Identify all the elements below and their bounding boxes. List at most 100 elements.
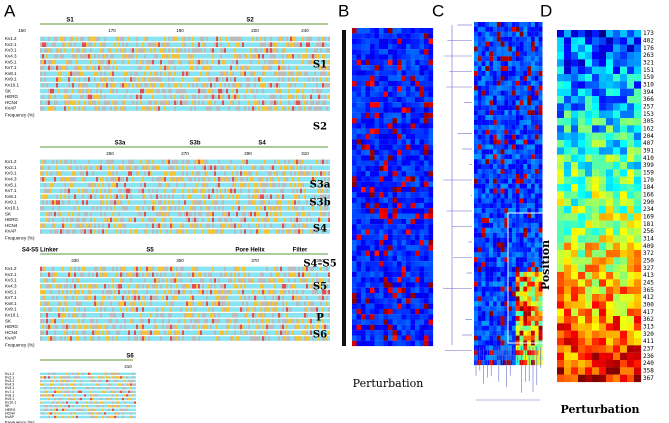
residue [264, 284, 266, 289]
residue [102, 165, 104, 170]
residue [56, 182, 58, 188]
residue [92, 295, 94, 301]
residue [56, 65, 58, 71]
residue [138, 83, 140, 88]
residue [240, 284, 242, 289]
residue [150, 307, 152, 312]
residue [154, 217, 156, 223]
residue [302, 223, 304, 228]
residue [322, 284, 324, 289]
residue [74, 211, 76, 217]
residue [284, 200, 286, 205]
residue [82, 42, 84, 47]
residue [316, 223, 318, 228]
residue [270, 206, 272, 211]
residue [210, 171, 212, 176]
residue [218, 36, 220, 42]
residue [184, 83, 186, 88]
residue [114, 100, 116, 105]
residue [292, 83, 294, 88]
residue [298, 301, 300, 306]
residue [222, 307, 224, 312]
residue [322, 301, 324, 306]
residue [170, 217, 172, 223]
residue [100, 106, 102, 111]
residue [232, 206, 234, 211]
residue [80, 48, 82, 53]
residue [196, 284, 198, 289]
residue [292, 272, 294, 277]
residue [116, 77, 118, 82]
residue [186, 165, 188, 170]
residue [154, 177, 156, 182]
residue [262, 54, 264, 59]
residue [240, 177, 242, 182]
residue [110, 54, 112, 59]
residue [328, 42, 330, 47]
residue [84, 106, 86, 111]
residue [218, 188, 220, 194]
residue [102, 177, 104, 182]
residue [92, 165, 94, 170]
residue [216, 266, 218, 272]
residue [310, 83, 312, 88]
residue [282, 266, 284, 272]
residue [46, 88, 48, 94]
residue [276, 83, 278, 88]
residue [236, 206, 238, 211]
residue [294, 217, 296, 223]
residue [294, 223, 296, 228]
residue [320, 266, 322, 272]
residue [54, 94, 56, 100]
residue [172, 206, 174, 211]
residue [274, 289, 276, 295]
residue [176, 272, 178, 277]
residue [154, 65, 156, 71]
residue [134, 165, 136, 170]
residue [310, 200, 312, 205]
residue [194, 200, 196, 205]
residue [162, 65, 164, 71]
residue [252, 223, 254, 228]
residue [214, 71, 216, 76]
residue-number: 170 [108, 28, 116, 33]
residue [296, 48, 298, 53]
residue [258, 278, 260, 283]
residue [122, 206, 124, 211]
residue [106, 159, 108, 165]
residue [274, 182, 276, 188]
residue [288, 165, 290, 170]
residue [100, 301, 102, 306]
residue [136, 200, 138, 205]
residue [186, 171, 188, 176]
residue [314, 65, 316, 71]
residue [210, 206, 212, 211]
residue [230, 71, 232, 76]
residue [164, 171, 166, 176]
residue [58, 171, 60, 176]
residue [158, 206, 160, 211]
residue [88, 71, 90, 76]
residue [206, 266, 208, 272]
residue [146, 48, 148, 53]
residue [128, 94, 130, 100]
residue [110, 307, 112, 312]
residue [176, 206, 178, 211]
residue [286, 100, 288, 105]
residue [254, 217, 256, 223]
residue [214, 229, 216, 234]
residue [290, 278, 292, 283]
residue [220, 200, 222, 205]
residue [58, 278, 60, 283]
residue [120, 106, 122, 111]
residue [228, 188, 230, 194]
residue [172, 307, 174, 312]
residue [300, 94, 302, 100]
residue [120, 188, 122, 194]
residue [246, 307, 248, 312]
residue-number: 240 [301, 28, 309, 33]
residue [262, 36, 264, 42]
residue [284, 301, 286, 306]
residue [316, 217, 318, 223]
residue [288, 88, 290, 94]
